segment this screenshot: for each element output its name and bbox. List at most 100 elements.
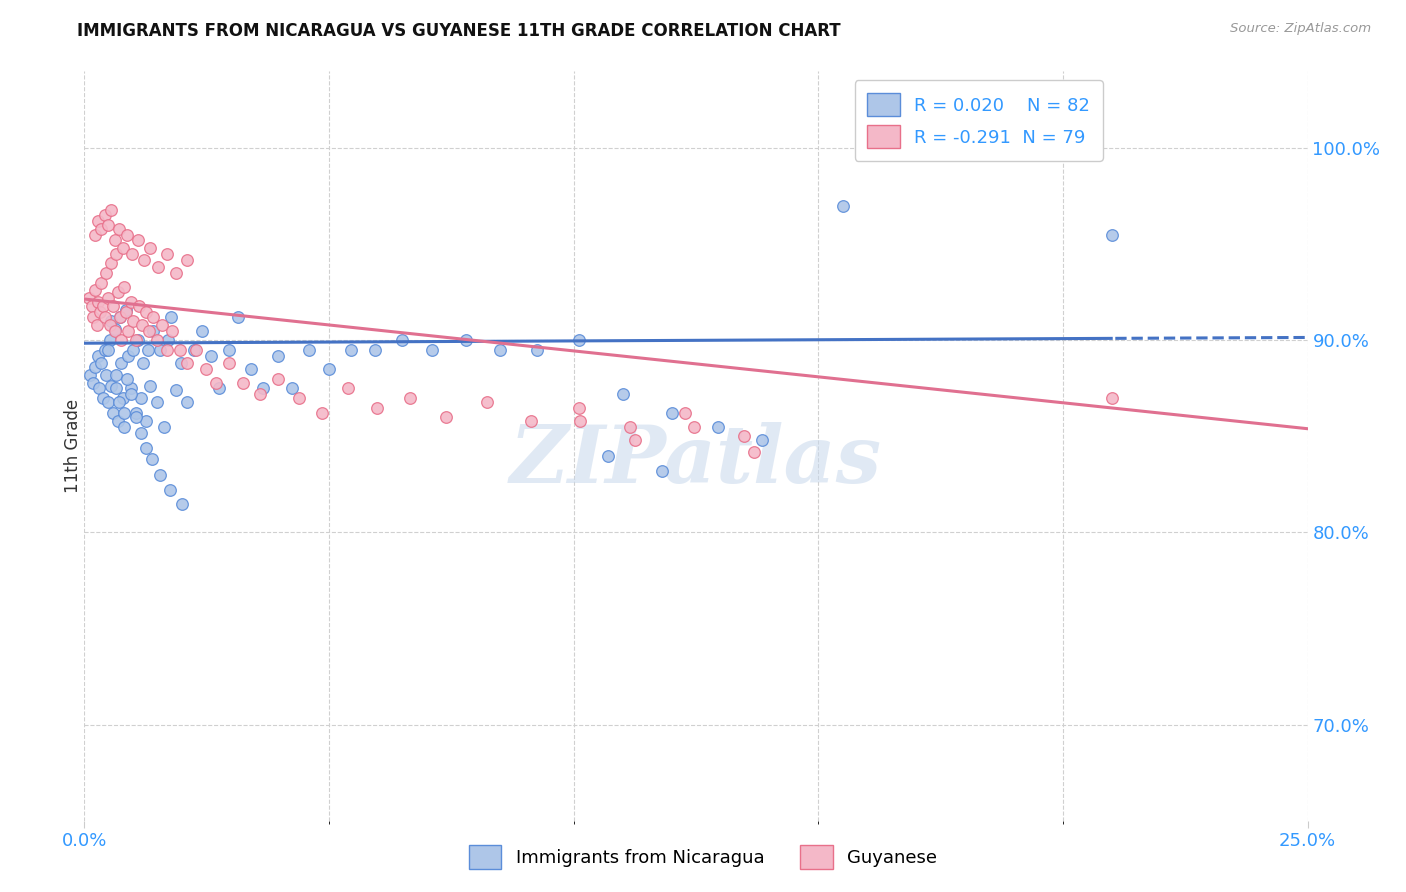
Point: [398, 391, 420, 405]
Text: Source: ZipAtlas.com: Source: ZipAtlas.com: [1230, 22, 1371, 36]
Point: [266, 349, 288, 363]
Point: [98, 318, 121, 332]
Point: [135, 304, 157, 318]
Point: [170, 356, 193, 370]
Point: [115, 304, 138, 318]
Point: [111, 241, 134, 255]
Point: [129, 391, 152, 405]
Point: [105, 368, 128, 382]
Point: [567, 401, 589, 415]
Point: [165, 384, 187, 398]
Point: [165, 266, 187, 280]
Point: [391, 334, 413, 348]
Point: [125, 334, 148, 348]
Point: [489, 343, 512, 357]
Point: [266, 372, 288, 386]
Point: [619, 419, 641, 434]
Point: [112, 279, 135, 293]
Point: [169, 343, 191, 357]
Point: [336, 381, 359, 395]
Point: [138, 324, 160, 338]
Point: [142, 310, 165, 325]
Point: [86, 318, 108, 332]
Point: [121, 247, 143, 261]
Point: [107, 222, 129, 236]
Point: [420, 343, 443, 357]
Point: [146, 260, 169, 275]
Point: [624, 434, 647, 448]
Legend: Immigrants from Nicaragua, Guyanese: Immigrants from Nicaragua, Guyanese: [461, 838, 945, 876]
Text: IMMIGRANTS FROM NICARAGUA VS GUYANESE 11TH GRADE CORRELATION CHART: IMMIGRANTS FROM NICARAGUA VS GUYANESE 11…: [77, 22, 841, 40]
Point: [97, 343, 120, 357]
Point: [1101, 391, 1123, 405]
Point: [98, 334, 121, 348]
Point: [128, 299, 150, 313]
Point: [149, 343, 172, 357]
Point: [87, 381, 110, 395]
Point: [831, 199, 853, 213]
Point: [90, 356, 112, 370]
Point: [107, 285, 129, 300]
Point: [87, 214, 110, 228]
Point: [100, 379, 122, 393]
Point: [101, 299, 124, 313]
Point: [97, 291, 120, 305]
Point: [682, 419, 704, 434]
Point: [132, 356, 155, 370]
Point: [159, 483, 181, 498]
Point: [146, 394, 169, 409]
Point: [101, 406, 124, 420]
Point: [96, 266, 118, 280]
Point: [139, 379, 162, 393]
Point: [155, 343, 177, 357]
Point: [146, 334, 169, 348]
Point: [122, 314, 145, 328]
Point: [142, 324, 165, 338]
Point: [112, 406, 135, 420]
Point: [77, 291, 100, 305]
Point: [454, 334, 477, 348]
Point: [80, 299, 103, 313]
Point: [366, 401, 388, 415]
Point: [87, 349, 110, 363]
Point: [120, 294, 142, 309]
Point: [117, 227, 139, 242]
Point: [82, 310, 104, 325]
Point: [127, 234, 149, 248]
Point: [131, 318, 153, 332]
Point: [172, 497, 194, 511]
Point: [104, 324, 127, 338]
Point: [751, 434, 773, 448]
Point: [150, 318, 173, 332]
Point: [110, 356, 132, 370]
Point: [436, 410, 458, 425]
Point: [135, 414, 157, 428]
Point: [94, 310, 117, 325]
Point: [1101, 227, 1123, 242]
Point: [97, 394, 120, 409]
Point: [136, 343, 159, 357]
Point: [125, 406, 148, 420]
Point: [742, 444, 765, 458]
Point: [661, 406, 683, 420]
Point: [84, 284, 107, 298]
Point: [191, 324, 214, 338]
Point: [184, 343, 207, 357]
Point: [87, 294, 110, 309]
Point: [200, 349, 222, 363]
Point: [298, 343, 321, 357]
Point: [160, 310, 183, 325]
Point: [281, 381, 304, 395]
Point: [105, 381, 128, 395]
Point: [707, 419, 730, 434]
Point: [311, 406, 333, 420]
Point: [84, 227, 107, 242]
Point: [176, 394, 198, 409]
Point: [176, 252, 198, 267]
Point: [673, 406, 696, 420]
Point: [567, 334, 589, 348]
Point: [100, 256, 122, 270]
Point: [208, 381, 231, 395]
Point: [84, 360, 107, 375]
Point: [115, 302, 138, 317]
